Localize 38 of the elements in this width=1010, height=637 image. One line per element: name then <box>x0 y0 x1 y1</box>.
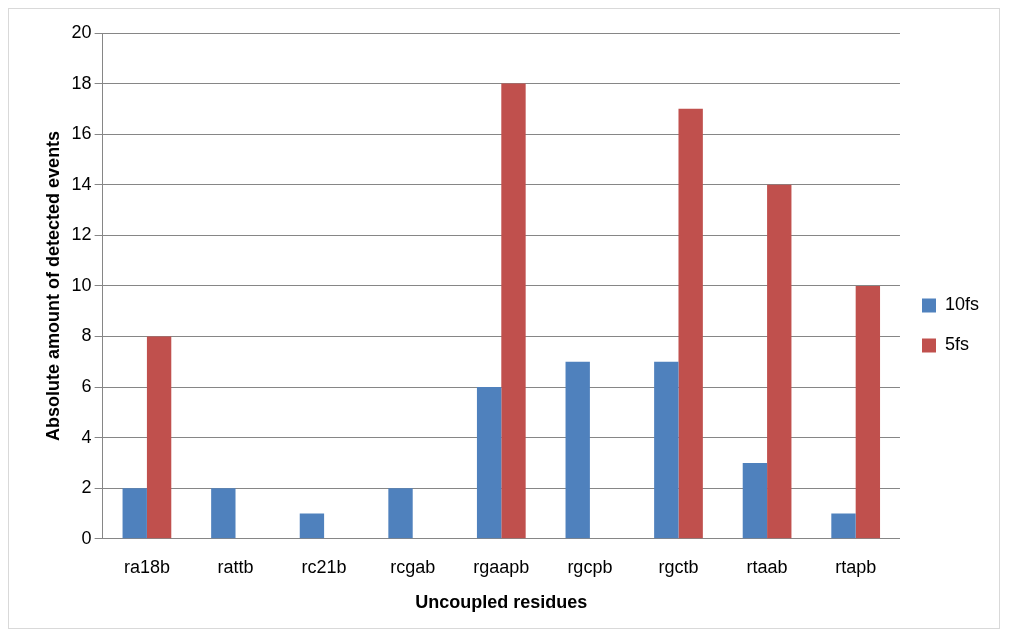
y-tick-label: 20 <box>71 21 92 42</box>
bar <box>388 488 413 539</box>
y-tick-label: 18 <box>71 72 92 93</box>
y-tick-label: 10 <box>71 274 92 295</box>
legend-label: 5fs <box>944 334 969 355</box>
bar <box>299 513 325 539</box>
bar <box>831 513 856 539</box>
y-tick-label: 8 <box>81 325 92 346</box>
y-tick-label: 0 <box>81 527 92 548</box>
bar <box>565 361 590 539</box>
x-tick-label: rc21b <box>301 556 347 577</box>
x-tick-label: rgctb <box>658 556 699 577</box>
bar <box>767 184 792 539</box>
y-tick-label: 4 <box>81 426 92 447</box>
bar <box>654 361 679 539</box>
legend-label: 10fs <box>944 294 980 315</box>
y-tick-label: 12 <box>71 224 92 245</box>
x-tick-label: rgcpb <box>567 556 613 577</box>
x-tick-label: rgaapb <box>473 556 530 577</box>
bar <box>211 488 236 539</box>
bar <box>476 387 502 539</box>
y-tick-label: 2 <box>81 477 92 498</box>
y-axis-title: Absolute amount of detected events <box>42 130 63 441</box>
bar <box>855 285 881 539</box>
bar <box>678 108 703 539</box>
bar <box>742 462 768 539</box>
bar <box>122 488 147 539</box>
y-tick-label: 14 <box>71 173 92 194</box>
x-tick-label: ra18b <box>123 556 170 577</box>
x-tick-label: rtaab <box>746 556 788 577</box>
x-tick-label: rtapb <box>835 556 877 577</box>
x-tick-label: rattb <box>217 556 254 577</box>
bar <box>146 336 172 539</box>
x-axis-title: Uncoupled residues <box>415 592 588 613</box>
y-tick-label: 6 <box>81 376 92 397</box>
x-tick-label: rcgab <box>390 556 436 577</box>
bar <box>501 83 526 539</box>
y-tick-label: 16 <box>71 123 92 144</box>
